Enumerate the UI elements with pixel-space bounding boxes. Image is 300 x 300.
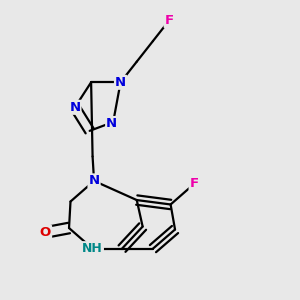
- Text: NH: NH: [82, 242, 103, 255]
- Text: N: N: [69, 101, 80, 114]
- Text: F: F: [165, 14, 174, 27]
- Text: N: N: [88, 174, 100, 188]
- Text: N: N: [115, 76, 126, 89]
- Text: F: F: [190, 177, 199, 190]
- Text: O: O: [40, 226, 51, 239]
- Text: N: N: [106, 117, 117, 130]
